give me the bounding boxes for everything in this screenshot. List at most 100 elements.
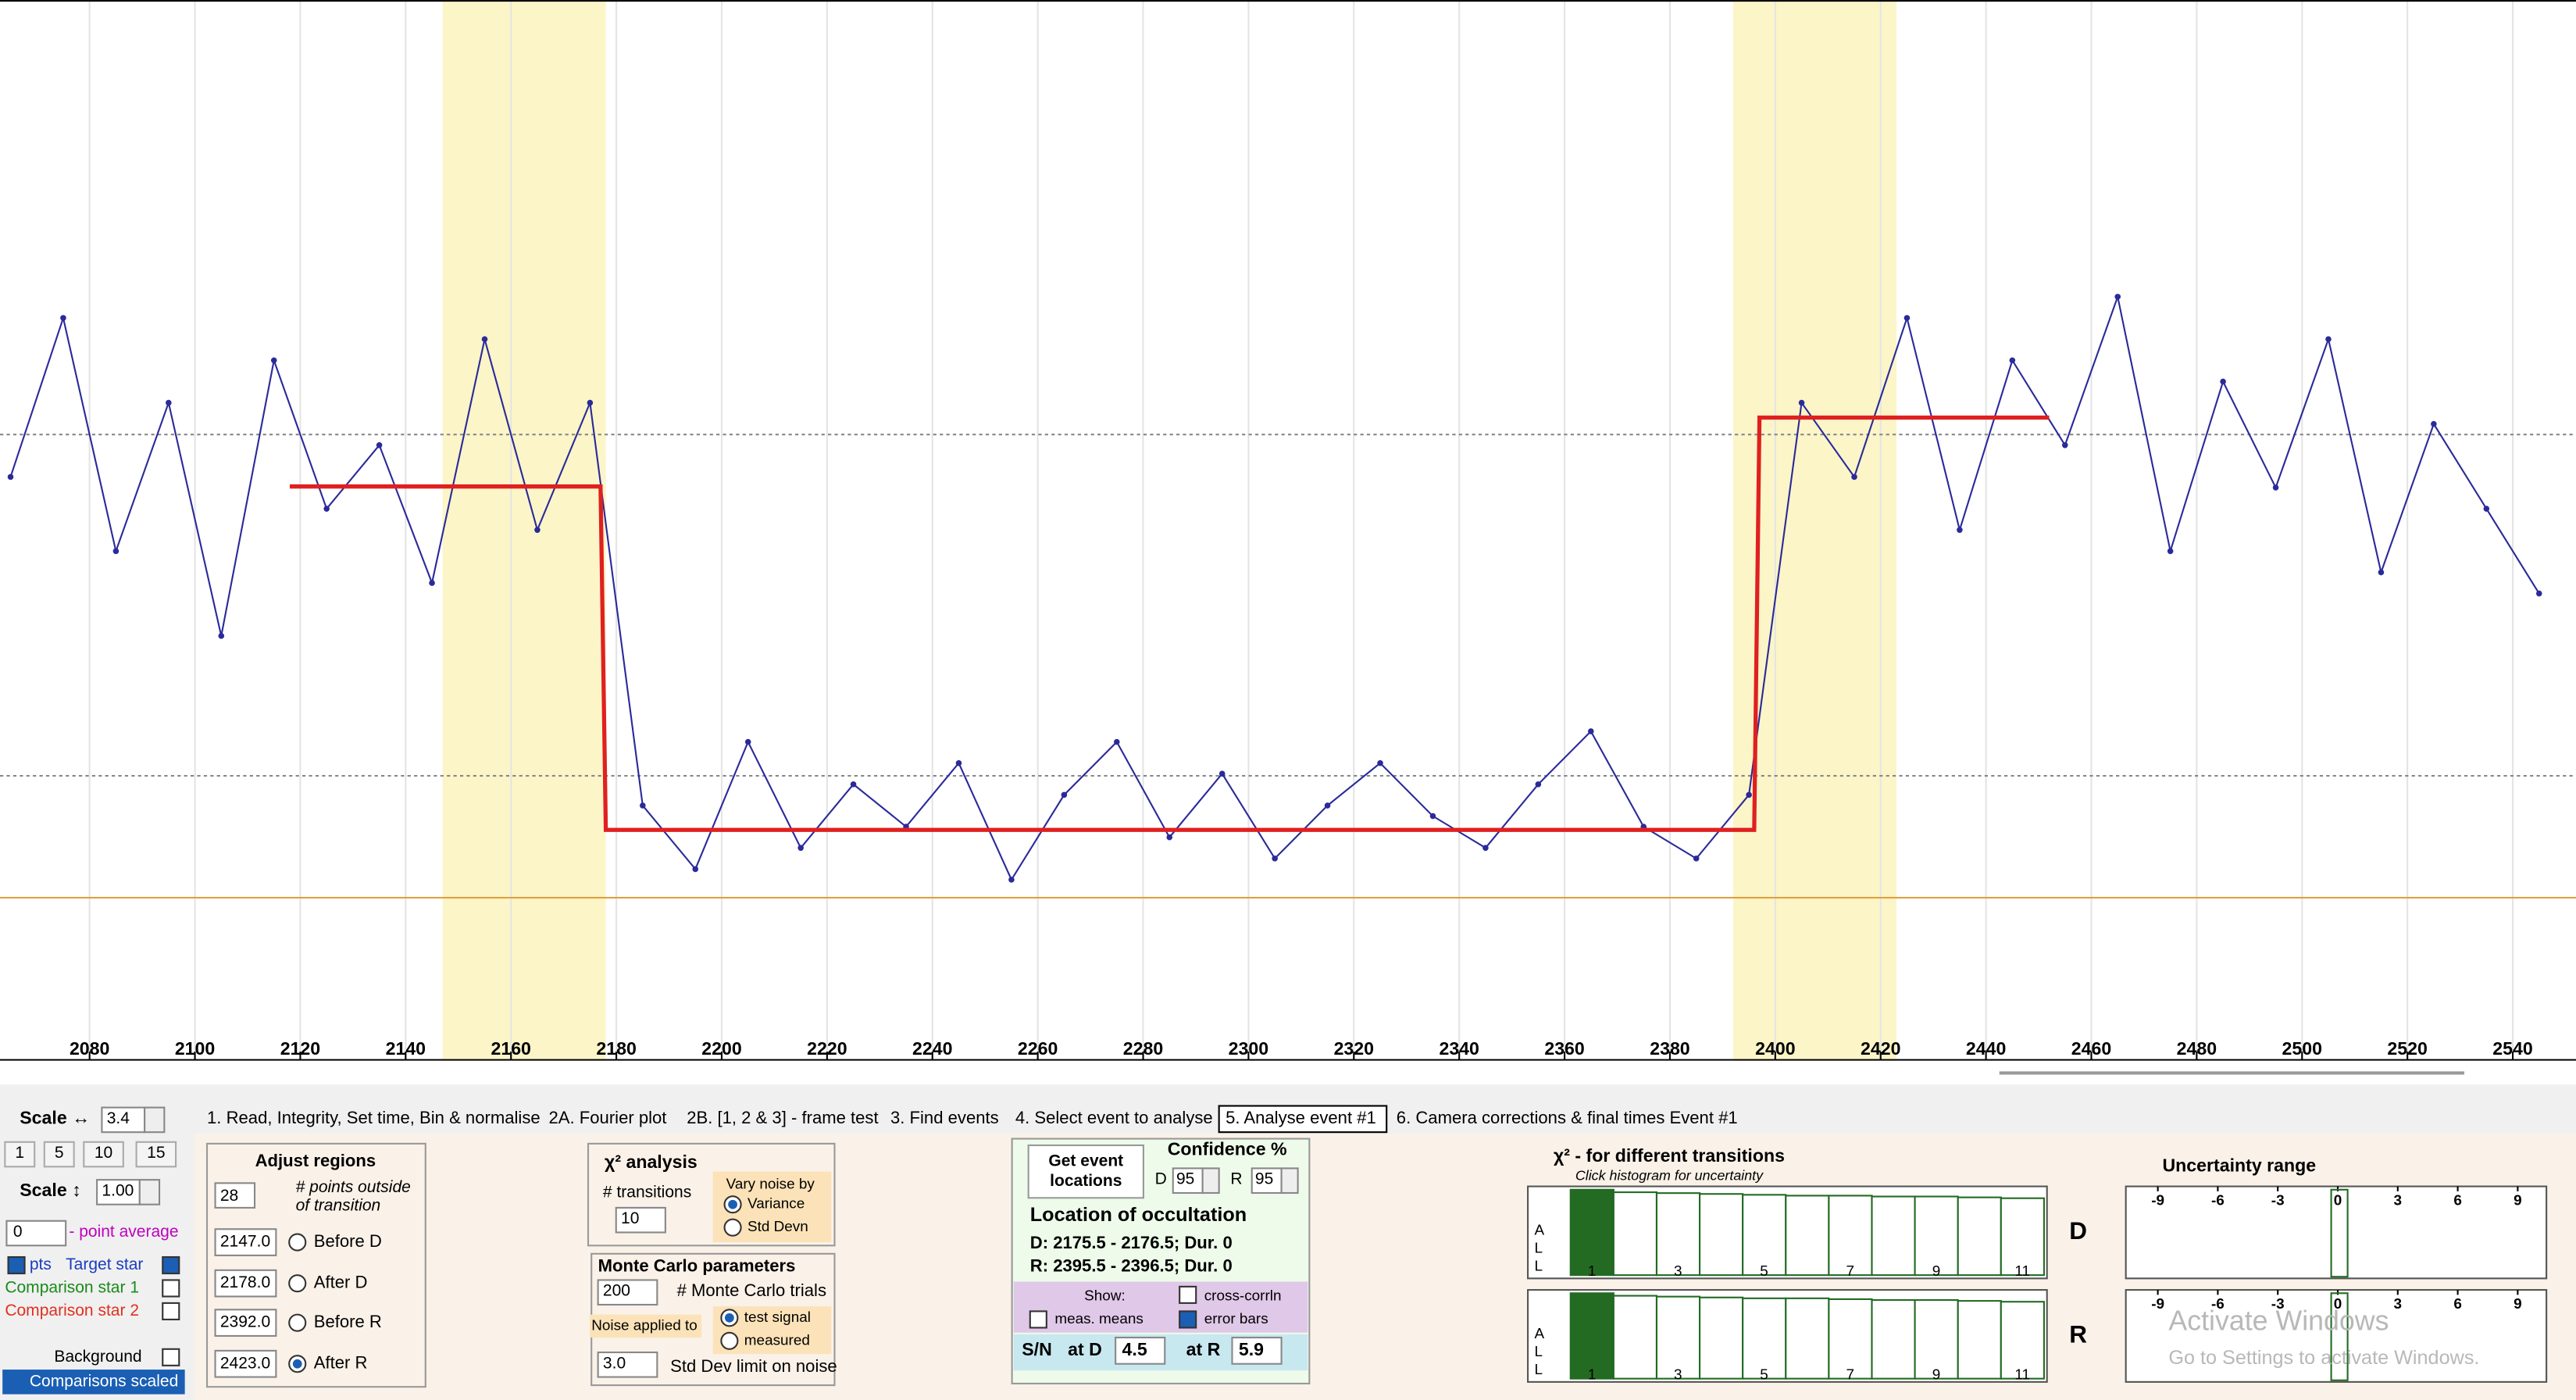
radio-button[interactable]	[720, 1331, 739, 1350]
label: D	[1155, 1170, 1167, 1188]
label: Show:	[1084, 1288, 1126, 1304]
data-point	[850, 781, 857, 788]
data-point	[429, 580, 435, 586]
histogram-bar[interactable]	[1655, 1295, 1701, 1380]
histogram-bar[interactable]	[1914, 1195, 1959, 1277]
radio-button[interactable]	[288, 1313, 307, 1332]
histogram-bar[interactable]	[1914, 1298, 1959, 1380]
button[interactable]	[1027, 1144, 1144, 1199]
histogram-bar[interactable]	[1742, 1297, 1787, 1380]
x-tick-label: 2240	[912, 1038, 952, 1059]
button[interactable]	[83, 1141, 124, 1168]
x-tick-label: 2120	[280, 1038, 320, 1059]
spinner	[144, 1106, 166, 1134]
input	[96, 1179, 141, 1205]
histogram-bar[interactable]	[1785, 1195, 1830, 1277]
histogram-bar[interactable]	[1742, 1194, 1787, 1277]
uncertainty-box	[2125, 1185, 2548, 1280]
histogram-bar[interactable]	[1612, 1191, 1658, 1277]
radio-button[interactable]	[723, 1218, 742, 1237]
label: 3.0	[603, 1354, 626, 1372]
label: Std Dev limit on noise	[670, 1356, 837, 1376]
label: Scale ↕	[20, 1180, 80, 1200]
label: χ² - for different transitions	[1554, 1145, 1785, 1166]
label: 1	[1588, 1263, 1597, 1280]
histogram-bar[interactable]	[1699, 1296, 1744, 1380]
data-point	[7, 473, 14, 480]
label: at R	[1186, 1339, 1221, 1359]
x-tick-label: 2140	[386, 1038, 426, 1059]
checkbox[interactable]	[162, 1255, 180, 1275]
data-point	[1218, 770, 1226, 777]
group-box	[587, 1142, 836, 1247]
label: 0	[13, 1223, 23, 1241]
label: After R	[314, 1353, 368, 1373]
label: Before R	[314, 1312, 382, 1331]
checkbox[interactable]	[162, 1279, 180, 1298]
checkbox[interactable]	[162, 1302, 180, 1320]
data-point	[2535, 590, 2542, 597]
label: Adjust regions	[255, 1151, 376, 1170]
label: 5.9	[1239, 1339, 1264, 1359]
data-point	[218, 633, 225, 639]
histogram-bar[interactable]	[1785, 1297, 1830, 1380]
checkbox[interactable]	[162, 1348, 180, 1366]
histogram-bar[interactable]	[1699, 1193, 1744, 1277]
histogram-bar[interactable]	[1569, 1292, 1614, 1380]
histogram-bar[interactable]	[1828, 1195, 1873, 1277]
tab: 5. Analyse event #1	[1226, 1108, 1376, 1127]
label: Uncertainty range	[2162, 1155, 2316, 1175]
data-point	[166, 399, 172, 406]
input	[101, 1106, 146, 1134]
histogram-bar[interactable]	[1871, 1195, 1916, 1277]
watermark: Go to Settings to activate Windows.	[2168, 1347, 2479, 1369]
x-tick-label: 2320	[1334, 1038, 1374, 1059]
histogram-bar[interactable]	[1957, 1196, 2002, 1277]
tab: 1. Read, Integrity, Set time, Bin & norm…	[207, 1108, 541, 1127]
histogram-bar[interactable]	[1612, 1295, 1658, 1380]
button[interactable]	[4, 1141, 36, 1168]
label: 10	[621, 1209, 639, 1227]
label: Std Devn	[747, 1219, 808, 1235]
label: 5	[55, 1144, 64, 1162]
x-tick-label: 2440	[1966, 1038, 2006, 1059]
radio-dot	[724, 1312, 734, 1323]
label: -6	[2211, 1193, 2225, 1209]
histogram-bar[interactable]	[1569, 1188, 1614, 1277]
x-tick-label: 2200	[701, 1038, 741, 1059]
label: 3	[1674, 1366, 1682, 1383]
label: 7	[1846, 1263, 1854, 1280]
data-point	[2272, 484, 2279, 491]
histogram-bar[interactable]	[2000, 1197, 2045, 1277]
data-point	[2009, 357, 2016, 364]
checkbox[interactable]	[1179, 1285, 1197, 1304]
label: 0	[2334, 1296, 2342, 1312]
data-point	[1798, 399, 1805, 406]
checkbox[interactable]	[1029, 1310, 1047, 1329]
radio-button[interactable]	[288, 1274, 307, 1293]
label: L	[1534, 1362, 1543, 1378]
button[interactable]	[43, 1141, 75, 1168]
radio-button[interactable]	[288, 1233, 307, 1252]
tab: 3. Find events	[890, 1108, 999, 1127]
data-point	[1114, 738, 1120, 745]
data-point	[2220, 378, 2226, 385]
label: 10	[95, 1144, 112, 1162]
label: 1	[15, 1144, 24, 1162]
button[interactable]	[135, 1141, 177, 1168]
selected-item[interactable]	[2, 1370, 185, 1395]
input	[214, 1349, 277, 1378]
histogram-bar[interactable]	[2000, 1301, 2045, 1380]
label: After D	[314, 1272, 368, 1291]
data-point	[1008, 877, 1015, 883]
checkbox[interactable]	[7, 1255, 26, 1275]
tab-active[interactable]	[1218, 1105, 1388, 1134]
histogram-bar[interactable]	[1957, 1300, 2002, 1380]
histogram-bar[interactable]	[1871, 1298, 1916, 1380]
x-tick-label: 2340	[1439, 1038, 1479, 1059]
data-point	[797, 845, 804, 852]
x-tick-label: 2080	[70, 1038, 109, 1059]
input	[597, 1279, 658, 1306]
histogram-bar[interactable]	[1655, 1192, 1701, 1277]
checkbox[interactable]	[1179, 1310, 1197, 1329]
